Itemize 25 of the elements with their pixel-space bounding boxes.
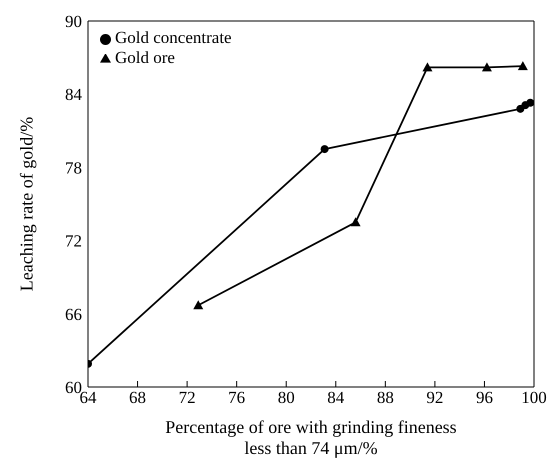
x-tick-label: 100 xyxy=(521,388,547,408)
point xyxy=(482,62,492,72)
y-tick-label: 66 xyxy=(65,304,82,324)
y-tick-label: 84 xyxy=(65,85,82,104)
y-tick-label: 72 xyxy=(65,232,82,251)
point xyxy=(320,145,329,154)
y-tick-label: 90 xyxy=(65,12,82,32)
point xyxy=(526,98,534,107)
x-tick-label: 84 xyxy=(327,388,345,408)
legend-label: Gold concentrate xyxy=(115,28,232,47)
x-tick-label: 92 xyxy=(426,388,444,408)
legend-label: Gold ore xyxy=(115,48,175,67)
point xyxy=(518,61,528,70)
x-tick-label: 76 xyxy=(228,388,246,408)
x-tick-label: 88 xyxy=(376,388,394,408)
point xyxy=(422,62,432,72)
x-tick-label: 80 xyxy=(278,388,295,408)
x-tick-label: 96 xyxy=(476,388,493,408)
point xyxy=(350,217,361,226)
y-axis-title: Leaching rate of gold/% xyxy=(16,116,36,292)
x-tick-label: 68 xyxy=(129,388,146,408)
y-tick-label: 78 xyxy=(65,158,82,178)
point xyxy=(193,300,204,310)
x-tick-label: 72 xyxy=(178,388,196,408)
x-axis-title: Percentage of ore with grinding fineness less than 74 μm/% xyxy=(165,417,457,458)
